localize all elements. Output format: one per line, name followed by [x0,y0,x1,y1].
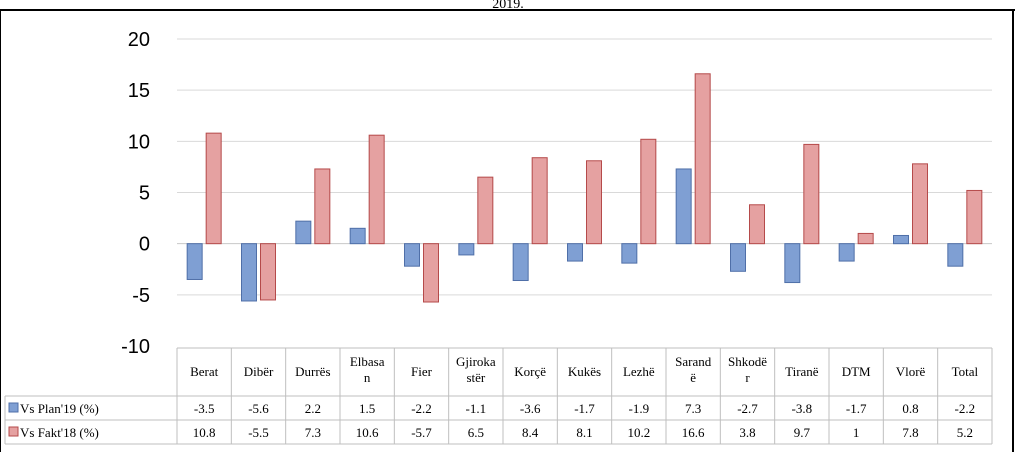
table-cell-value: 10.6 [356,425,379,440]
table-cell-value: 10.2 [627,425,650,440]
bar-vs-fakt [205,132,222,245]
bar-vs-fakt [749,204,765,245]
bar-vs-plan [404,243,420,267]
x-category-label: Vlorë [896,364,926,379]
y-tick-label: -5 [132,285,150,307]
bar-vs-plan [349,227,366,245]
bar-vs-fakt [314,168,331,245]
bar-vs-plan [784,243,801,284]
table-cell-value: -1.1 [466,401,487,416]
table-cell-value: -2.2 [955,401,976,416]
bar-vs-plan [838,243,855,262]
bar-vs-plan [893,234,909,245]
bar-vs-fakt [912,163,928,245]
bar-vs-fakt [857,232,874,245]
x-category-label: Berat [190,364,219,379]
x-category-label: Shkodë r [728,354,767,385]
x-category-label: Total [952,364,979,379]
table-cell-value: -2.7 [737,401,758,416]
x-category-label: Tiranë [785,364,819,379]
table-cell-value: 8.4 [522,425,539,440]
chart-border [0,9,1015,452]
table-cell-value: -1.7 [574,401,595,416]
bar-vs-plan [947,243,964,267]
table-cell-value: 7.8 [902,425,918,440]
bar-vs-plan [458,243,475,256]
legend-label: Vs Fakt'18 (%) [20,425,99,440]
bar-vs-fakt [368,134,385,245]
bar-vs-plan [241,243,257,302]
table-cell-value: -5.5 [248,425,269,440]
x-category-label: Elbasa n [350,354,385,385]
bar-vs-plan [512,243,529,282]
x-category-label: Korçë [514,364,546,379]
table-cell-value: 6.5 [468,425,484,440]
legend-label: Vs Plan'19 (%) [20,401,99,416]
bar-vs-fakt [803,143,820,245]
legend-swatch [8,426,19,437]
table-cell-value: -3.6 [520,401,541,416]
bar-vs-plan [621,243,638,264]
bar-vs-fakt [586,160,602,245]
y-tick-label: 10 [128,131,150,153]
bar-vs-plan [675,168,692,245]
table-cell-value: 7.3 [685,401,701,416]
legend-swatch [8,402,19,413]
y-tick-label: -10 [121,336,150,358]
x-category-label: DTM [842,364,871,379]
bar-vs-plan [295,220,312,245]
bar-vs-fakt [694,73,711,245]
x-category-label: Sarand ë [675,354,712,385]
table-cell-value: 5.2 [957,425,973,440]
table-cell-value: 10.8 [193,425,216,440]
table-cell-value: 2.2 [305,401,321,416]
x-category-label: Fier [411,364,433,379]
bar-vs-fakt [477,176,494,245]
table-cell-value: 1.5 [359,401,375,416]
table-cell-value: 9.7 [794,425,811,440]
bar-vs-fakt [640,138,657,245]
bar-vs-fakt [423,243,439,303]
y-tick-label: 20 [128,29,150,51]
table-cell-value: -1.9 [629,401,650,416]
table-cell-value: -2.2 [411,401,432,416]
y-tick-label: 15 [128,80,150,102]
bar-vs-fakt [531,157,548,245]
table-cell-value: 0.8 [902,401,918,416]
bar-vs-fakt [966,189,983,245]
table-cell-value: -1.7 [846,401,867,416]
table-cell-value: 1 [853,425,860,440]
gridlines [177,38,992,296]
table-cell-value: -3.8 [792,401,813,416]
table-cell-value: -5.6 [248,401,269,416]
x-category-label: Gjiroka stër [456,354,496,385]
table-cell-value: -5.7 [411,425,432,440]
table-cell-value: 16.6 [682,425,705,440]
y-axis-ticks: 20 15 10 5 0 -5 -10 [121,29,150,358]
bar-vs-plan [567,243,583,262]
data-table: Berat Dibër Durrës Elbasa n Fier Gjiroka stër Ko… [4,347,993,445]
table-cell-value: -3.5 [194,401,215,416]
bar-vs-fakt [260,243,276,301]
top-cropped-text: 2019. [492,0,524,12]
x-category-label: Kukës [568,364,601,379]
bar-vs-plan [730,243,746,272]
bars [186,73,983,303]
y-tick-label: 0 [139,234,150,256]
x-category-label: Durrës [295,364,330,379]
table-cell-value: 3.8 [739,425,755,440]
x-category-label: Lezhë [623,364,655,379]
table-cell-value: 7.3 [305,425,321,440]
bar-vs-plan [186,243,203,280]
x-category-label: Dibër [244,364,274,379]
table-cell-value: 8.1 [576,425,592,440]
y-tick-label: 5 [139,183,150,205]
